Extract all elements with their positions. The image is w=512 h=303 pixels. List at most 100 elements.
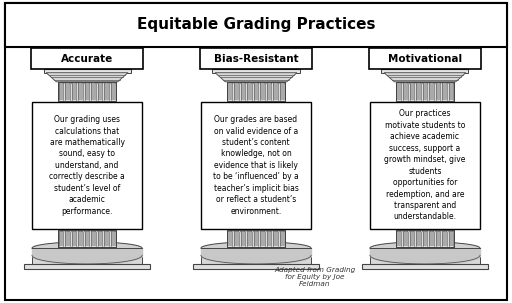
- Bar: [449, 232, 454, 246]
- Bar: [227, 83, 232, 100]
- Bar: [449, 83, 454, 100]
- Bar: [78, 232, 83, 246]
- Polygon shape: [46, 73, 128, 82]
- Bar: [429, 83, 434, 100]
- Bar: [253, 83, 259, 100]
- Bar: [111, 232, 116, 246]
- Bar: [5, 3, 507, 47]
- Bar: [416, 83, 421, 100]
- Bar: [58, 230, 117, 247]
- Bar: [436, 232, 440, 246]
- Bar: [234, 83, 239, 100]
- Bar: [429, 232, 434, 246]
- Bar: [201, 248, 311, 264]
- Bar: [241, 232, 245, 246]
- Bar: [91, 232, 96, 246]
- Bar: [253, 232, 259, 246]
- Bar: [247, 83, 252, 100]
- Polygon shape: [422, 231, 428, 232]
- Polygon shape: [91, 231, 96, 232]
- Bar: [395, 82, 455, 101]
- Bar: [98, 83, 102, 100]
- Bar: [234, 232, 239, 246]
- Polygon shape: [241, 231, 245, 232]
- Bar: [273, 83, 278, 100]
- Text: Adapted from Grading
for Equity by Joe
Feldman: Adapted from Grading for Equity by Joe F…: [274, 267, 355, 287]
- Polygon shape: [273, 231, 278, 232]
- Polygon shape: [442, 231, 447, 232]
- Polygon shape: [449, 231, 454, 232]
- Polygon shape: [104, 231, 109, 232]
- Bar: [396, 232, 401, 246]
- Text: Accurate: Accurate: [61, 54, 113, 64]
- Bar: [84, 232, 90, 246]
- Bar: [260, 232, 265, 246]
- Bar: [422, 232, 428, 246]
- Polygon shape: [436, 231, 440, 232]
- Bar: [241, 83, 245, 100]
- Bar: [362, 264, 487, 269]
- Bar: [436, 83, 440, 100]
- Bar: [267, 83, 271, 100]
- Polygon shape: [396, 231, 401, 232]
- Bar: [267, 232, 271, 246]
- Polygon shape: [65, 231, 70, 232]
- Polygon shape: [72, 231, 76, 232]
- Polygon shape: [416, 231, 421, 232]
- Polygon shape: [78, 231, 83, 232]
- Bar: [72, 83, 76, 100]
- Polygon shape: [280, 231, 285, 232]
- Text: Equitable Grading Practices: Equitable Grading Practices: [137, 18, 375, 32]
- Bar: [84, 83, 90, 100]
- Ellipse shape: [201, 242, 311, 255]
- Bar: [403, 232, 408, 246]
- Text: Our grades are based
on valid evidence of a
student’s content
knowledge, not on
: Our grades are based on valid evidence o…: [213, 115, 299, 216]
- Polygon shape: [410, 231, 414, 232]
- Polygon shape: [98, 231, 102, 232]
- Polygon shape: [267, 231, 271, 232]
- Polygon shape: [429, 231, 434, 232]
- Bar: [58, 83, 63, 100]
- Polygon shape: [260, 231, 265, 232]
- Bar: [65, 83, 70, 100]
- Bar: [65, 232, 70, 246]
- Polygon shape: [111, 231, 116, 232]
- Bar: [200, 48, 312, 69]
- Bar: [410, 83, 414, 100]
- Ellipse shape: [32, 242, 142, 255]
- Polygon shape: [247, 231, 252, 232]
- Bar: [273, 232, 278, 246]
- Bar: [98, 232, 102, 246]
- Bar: [442, 232, 447, 246]
- Polygon shape: [384, 73, 466, 82]
- Bar: [72, 232, 76, 246]
- Bar: [403, 83, 408, 100]
- Bar: [226, 230, 286, 247]
- Bar: [58, 82, 117, 101]
- Bar: [227, 232, 232, 246]
- Bar: [395, 230, 455, 247]
- Text: Bias-Resistant: Bias-Resistant: [214, 54, 298, 64]
- Bar: [396, 83, 401, 100]
- Polygon shape: [234, 231, 239, 232]
- Bar: [58, 232, 63, 246]
- Polygon shape: [227, 231, 232, 232]
- Ellipse shape: [370, 242, 480, 255]
- Bar: [111, 83, 116, 100]
- Bar: [370, 248, 480, 264]
- Bar: [78, 83, 83, 100]
- Bar: [226, 82, 286, 101]
- Text: Motivational: Motivational: [388, 54, 462, 64]
- Bar: [32, 248, 142, 264]
- Bar: [31, 48, 143, 69]
- Bar: [381, 69, 468, 73]
- Bar: [280, 83, 285, 100]
- Polygon shape: [58, 231, 63, 232]
- Bar: [280, 232, 285, 246]
- Bar: [25, 264, 150, 269]
- Bar: [58, 82, 117, 101]
- Bar: [58, 230, 117, 247]
- Polygon shape: [84, 231, 90, 232]
- Bar: [212, 69, 300, 73]
- Text: Our grading uses
calculations that
are mathematically
sound, easy to
understand,: Our grading uses calculations that are m…: [49, 115, 125, 216]
